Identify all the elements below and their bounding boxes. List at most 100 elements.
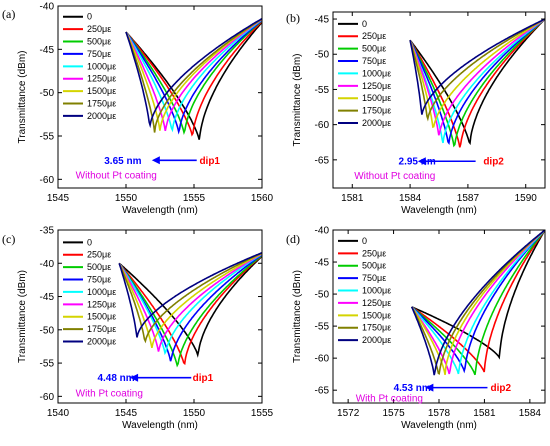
coating-note: With Pt coating — [76, 389, 143, 400]
panel-label: (c) — [2, 232, 15, 246]
legend-label-3: 750με — [362, 56, 386, 66]
series-line-3 — [409, 18, 545, 146]
y-tick-label: -45 — [315, 258, 330, 269]
x-axis-label: Wavelength (nm) — [401, 420, 477, 431]
panel-b: 1581 1584 1587 1590 -65 -60 -55 -50 -45 Wavelengt… — [286, 11, 546, 216]
x-tick-label: 1590 — [515, 193, 538, 204]
legend-label-5: 1250με — [87, 299, 116, 309]
series-line-4 — [118, 253, 262, 356]
y-axis-label: Transmittance (dBm) — [292, 54, 303, 147]
y-tick-label: -50 — [40, 325, 55, 336]
plot-frame — [57, 229, 263, 404]
legend-label-7: 1750με — [362, 106, 391, 116]
y-axis-label: Transmittance (dBm) — [17, 51, 28, 144]
x-tick-label: 1555 — [251, 408, 274, 419]
legend-label-3: 750με — [87, 275, 111, 285]
series-line-5 — [118, 252, 262, 352]
legend-label-2: 500με — [362, 44, 386, 54]
panel-c: 1540 1545 1550 1555 -60 -55 -50 -45 -40 -35 Wavele… — [2, 226, 274, 432]
series-line-1 — [118, 254, 262, 366]
y-tick-label: -65 — [315, 386, 330, 397]
plot-frame — [332, 11, 546, 189]
legend-label-7: 1750με — [362, 323, 391, 333]
plot-frame — [57, 5, 263, 189]
dip-label: dip1 — [193, 373, 214, 384]
legend-label-0: 0 — [87, 12, 92, 22]
x-tick-label: 1584 — [519, 408, 542, 419]
series-line-4 — [409, 18, 545, 144]
x-tick-label: 1578 — [428, 408, 451, 419]
series-line-2 — [125, 19, 262, 135]
y-tick-label: -65 — [315, 155, 330, 166]
legend-label-8: 2000με — [87, 337, 116, 347]
series-line-5 — [411, 230, 545, 375]
legend-label-6: 1500με — [362, 310, 391, 320]
series-line-7 — [125, 18, 262, 133]
series-line-7 — [409, 18, 545, 122]
series-line-6 — [118, 252, 262, 348]
legend-label-3: 750με — [362, 273, 386, 283]
panel-label: (a) — [2, 7, 15, 21]
coating-note: With Pt coating — [356, 393, 423, 404]
legend-label-4: 1000με — [362, 286, 391, 296]
x-tick-label: 1584 — [399, 193, 422, 204]
series-line-1 — [409, 18, 545, 148]
legend-label-7: 1750με — [87, 99, 116, 109]
legend-label-2: 500με — [87, 37, 111, 47]
series-line-0 — [409, 18, 545, 146]
y-tick-label: -45 — [40, 292, 55, 303]
x-tick-label: 1572 — [337, 408, 360, 419]
legend-label-6: 1500με — [362, 93, 391, 103]
x-tick-label: 1575 — [382, 408, 405, 419]
series-line-1 — [411, 230, 545, 373]
legend-label-1: 250με — [87, 250, 111, 260]
legend-label-6: 1500με — [87, 312, 116, 322]
legend-label-4: 1000με — [87, 61, 116, 71]
y-tick-label: -35 — [40, 226, 55, 237]
legend-label-2: 500με — [87, 262, 111, 272]
legend-label-1: 250με — [362, 31, 386, 41]
x-axis-label: Wavelength (nm) — [122, 420, 198, 431]
y-tick-label: -55 — [40, 359, 55, 370]
y-axis-label: Transmittance (dBm) — [292, 270, 303, 363]
series-line-3 — [125, 19, 262, 135]
x-tick-label: 1587 — [457, 193, 480, 204]
series-line-0 — [125, 21, 262, 140]
shift-value: 4.53 nm — [394, 383, 431, 394]
legend-label-7: 1750με — [87, 324, 116, 334]
series-line-4 — [411, 230, 545, 375]
series-line-3 — [411, 230, 545, 374]
legend-label-3: 750με — [87, 49, 111, 59]
legend-label-8: 2000με — [87, 111, 116, 121]
curves — [125, 17, 262, 140]
coating-note: Without Pt coating — [354, 171, 435, 182]
y-tick-label: -45 — [40, 45, 55, 56]
series-line-0 — [118, 255, 262, 358]
panel-a: 1545 1550 1555 1560 -60 -55 -50 -45 -40 Wavelengt… — [2, 2, 274, 217]
legend-label-4: 1000με — [87, 287, 116, 297]
series-line-5 — [125, 18, 262, 131]
x-tick-label: 1581 — [473, 408, 496, 419]
dip-label: dip2 — [483, 157, 504, 168]
legend-label-4: 1000με — [362, 68, 391, 78]
series-line-6 — [409, 18, 545, 129]
y-tick-label: -55 — [315, 322, 330, 333]
x-tick-label: 1560 — [251, 193, 274, 204]
series-line-8 — [118, 251, 262, 338]
series-line-8 — [125, 17, 262, 129]
series-line-7 — [118, 252, 262, 344]
x-tick-label: 1581 — [341, 193, 364, 204]
y-tick-label: -60 — [315, 120, 330, 131]
legend-label-8: 2000με — [362, 118, 391, 128]
y-tick-label: -60 — [40, 175, 55, 186]
panel-d: 1572 1575 1578 1581 1584 -65 -60 -55 -50 -45 -40 Wa… — [286, 226, 546, 431]
x-tick-label: 1550 — [183, 408, 206, 419]
y-tick-label: -55 — [315, 85, 330, 96]
legend-label-1: 250με — [87, 24, 111, 34]
x-axis-label: Wavelength (nm) — [401, 205, 477, 216]
curves — [118, 251, 262, 368]
series-line-2 — [411, 230, 545, 376]
legend-label-5: 1250με — [362, 298, 391, 308]
y-tick-label: -50 — [315, 50, 330, 61]
